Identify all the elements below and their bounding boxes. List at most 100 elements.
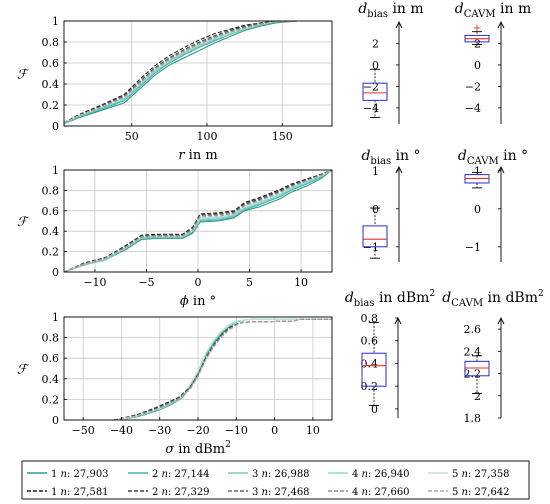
box-title: dbias in dBm2 — [345, 289, 435, 309]
legend-label: 3 n: 26,988 — [252, 469, 310, 480]
x-tick-label: 5 — [246, 276, 253, 289]
y-tick-label: 0.8 — [42, 184, 60, 197]
y-tick-label: 0 — [52, 266, 59, 279]
series-line-6 — [63, 20, 332, 124]
legend-label: 2 n: 27,144 — [152, 469, 210, 480]
y-tick-label: 0 — [52, 120, 59, 133]
series-line-5 — [113, 318, 332, 421]
x-tick-label: 0 — [271, 424, 278, 437]
y-tick-label: 0.6 — [361, 335, 379, 348]
axis-arrow — [395, 20, 403, 29]
legend-entry: 5 n: 27,642 — [428, 487, 510, 498]
cdf-panel-cdf_sigma: −50 −40 −30 −20 −10 0 10 0 0.2 0.4 0.6 0.8 1 ℱσ in dB… — [17, 311, 333, 457]
x-tick-label: −50 — [72, 424, 95, 437]
legend-entry: 3 n: 26,988 — [228, 469, 310, 480]
y-tick-label: 0.4 — [42, 373, 60, 386]
y-axis-label: ℱ — [17, 363, 30, 378]
y-tick-label: 0.6 — [42, 352, 60, 365]
y-tick-label: 0.4 — [361, 357, 379, 370]
box-iqr — [464, 360, 490, 377]
x-axis-label: ϕ in ° — [180, 294, 216, 309]
box-title: dCAVM in ° — [458, 148, 528, 167]
cdf-panel-cdf_r: 50 100 150 0 0.2 0.4 0.6 0.8 1 ℱr in m — [17, 15, 333, 163]
y-tick-label: 2 — [372, 37, 379, 50]
y-tick-label: 0.8 — [42, 36, 60, 49]
y-tick-label: 0 — [371, 403, 378, 416]
legend: 1 n: 27,903 2 n: 27,144 3 n: 26,988 4 n: 26… — [21, 460, 530, 500]
box-title: dCAVM in dBm2 — [442, 289, 543, 309]
y-tick-label: −2 — [363, 80, 379, 93]
series-line-9 — [63, 20, 332, 124]
y-tick-label: −4 — [465, 102, 481, 115]
series-line-5 — [63, 169, 333, 273]
y-tick-label: −4 — [363, 102, 379, 115]
series-line-9 — [63, 169, 333, 273]
x-tick-label: 0 — [195, 276, 202, 289]
y-tick-label: 1 — [52, 311, 59, 324]
y-tick-label: 2 — [474, 390, 481, 403]
y-tick-label: 0.2 — [361, 380, 379, 393]
cdf-panel-cdf_phi: −10 −5 0 5 10 0 0.2 0.4 0.6 0.8 1 ℱϕ in ° — [17, 164, 333, 309]
y-tick-label: −1 — [465, 241, 481, 254]
y-tick-label: 0 — [52, 414, 59, 427]
box-title: dbias in ° — [361, 148, 420, 167]
box-iqr — [362, 225, 388, 248]
series-line-1 — [63, 20, 332, 125]
box-title: dCAVM in m — [455, 1, 531, 20]
y-tick-label: 0.2 — [42, 99, 60, 112]
legend-label: 2 n: 27,329 — [152, 487, 210, 498]
series-line-0 — [63, 20, 332, 125]
legend-box — [21, 460, 530, 500]
y-tick-label: 0.8 — [361, 312, 379, 325]
series-line-0 — [121, 318, 332, 421]
y-tick-label: 1 — [474, 165, 481, 178]
y-tick-label: 0.2 — [42, 393, 60, 406]
x-tick-label: −40 — [110, 424, 133, 437]
box-panel-cavm_sigma: 1.8 2 2.2 2.4 2.6 dCAVM in dBm2 — [442, 289, 543, 425]
box-panel-cavm_r: −4 −2 0 2 +dCAVM in m — [455, 1, 531, 124]
x-tick-label: 50 — [125, 130, 139, 143]
series-line-9 — [113, 318, 332, 421]
box-iqr — [361, 352, 387, 387]
box-iqr — [362, 82, 388, 101]
legend-label: 4 n: 27,660 — [352, 487, 410, 498]
box-outlier: + — [472, 21, 481, 34]
y-tick-label: −1 — [363, 241, 379, 254]
y-tick-label: 0.6 — [42, 205, 60, 218]
x-axis-label: r in m — [178, 148, 217, 163]
legend-entry: 4 n: 26,940 — [328, 469, 410, 480]
legend-entry: 2 n: 27,144 — [128, 469, 210, 480]
y-tick-label: 1 — [52, 164, 59, 177]
y-axis-label: ℱ — [17, 215, 30, 230]
series-line-3 — [121, 318, 332, 421]
series-line-2 — [121, 318, 332, 421]
plot-frame — [63, 20, 333, 127]
legend-entry: 2 n: 27,329 — [128, 487, 210, 498]
x-tick-label: 100 — [197, 130, 218, 143]
x-axis-label: σ in dBm2 — [165, 440, 231, 457]
y-tick-label: 0.6 — [42, 57, 60, 70]
x-tick-label: 10 — [306, 424, 320, 437]
x-tick-label: −5 — [138, 276, 154, 289]
y-tick-label: 0.4 — [42, 78, 60, 91]
y-tick-label: 0 — [474, 203, 481, 216]
legend-label: 5 n: 27,358 — [452, 469, 510, 480]
y-tick-label: 1 — [372, 165, 379, 178]
y-tick-label: 2 — [474, 37, 481, 50]
legend-entry: 5 n: 27,358 — [428, 469, 510, 480]
box-title: dbias in m — [358, 1, 423, 20]
series-line-8 — [113, 318, 332, 421]
x-tick-label: −30 — [148, 424, 171, 437]
series-line-7 — [113, 318, 332, 421]
legend-entry: 3 n: 27,468 — [228, 487, 310, 498]
legend-entry: 1 n: 27,903 — [27, 469, 109, 480]
y-tick-label: 0 — [372, 59, 379, 72]
legend-label: 5 n: 27,642 — [452, 487, 510, 498]
legend-label: 1 n: 27,581 — [51, 487, 109, 498]
legend-entry: 4 n: 27,660 — [328, 487, 410, 498]
axis-arrow — [497, 316, 505, 325]
x-tick-label: 10 — [294, 276, 308, 289]
